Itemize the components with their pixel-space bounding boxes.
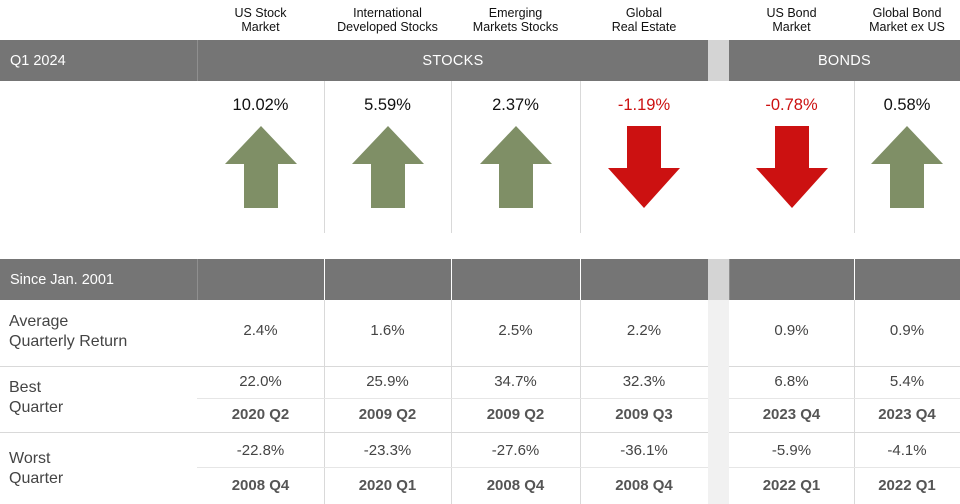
since-bar-cell (854, 259, 960, 300)
stocks-section-header: STOCKS (197, 40, 708, 81)
bonds-section-header: BONDS (729, 40, 960, 81)
column-separator (580, 300, 581, 504)
q1-return-value: 2.37% (492, 96, 539, 114)
up-arrow-icon (224, 126, 297, 208)
period-label-bar: Q1 2024 (0, 40, 197, 81)
best-quarter-period-cell: 2009 Q3 (615, 406, 673, 423)
average-return-cell: 1.6% (370, 322, 405, 339)
up-arrow-icon (479, 126, 552, 208)
row-divider-2 (0, 432, 708, 433)
column-header-line: US Stock (234, 6, 287, 20)
worst-quarter-value-cell: -27.6% (491, 442, 540, 459)
column-separator (324, 81, 325, 233)
since-bar-cell (197, 259, 324, 300)
best-quarter-period-cell: 2023 Q4 (878, 406, 936, 423)
worst-quarter-period-cell: 2022 Q1 (762, 477, 821, 494)
best-quarter-value-cell: 34.7% (494, 373, 537, 390)
average-return-cell: 2.5% (498, 322, 533, 339)
best-quarter-period-cell: 2020 Q2 (231, 406, 290, 423)
best-quarter-value-cell: 25.9% (366, 373, 409, 390)
column-separator (451, 81, 452, 233)
column-separator (580, 81, 581, 233)
column-header: International Developed Stocks (324, 6, 451, 40)
column-header-line: US Bond (766, 6, 817, 20)
since-bar-cell (580, 259, 708, 300)
section-gap-top (708, 40, 729, 81)
worst-quarter-period-cell: 2008 Q4 (486, 477, 545, 494)
period-label: Q1 2024 (10, 52, 66, 69)
average-row-label: Average Quarterly Return (9, 313, 128, 350)
q1-return-value: -0.78% (765, 96, 818, 114)
down-arrow-icon (608, 126, 680, 208)
since-bar-cell (729, 259, 854, 300)
column-header: US Stock Market (197, 6, 324, 40)
worst-row-label: Worst Quarter (9, 450, 64, 487)
q1-return-value: 10.02% (232, 96, 289, 114)
average-return-cell: 2.4% (243, 322, 278, 339)
worst-quarter-value-cell: -5.9% (771, 442, 812, 459)
worst-quarter-period-cell: 2008 Q4 (615, 477, 673, 494)
since-label-bar: Since Jan. 2001 (0, 259, 197, 300)
best-quarter-period-cell: 2009 Q2 (486, 406, 545, 423)
up-arrow-icon (351, 126, 424, 208)
best-inner-divider (197, 398, 708, 399)
column-separator (854, 81, 855, 233)
average-return-cell: 2.2% (626, 322, 662, 339)
worst-quarter-value-cell: -23.3% (363, 442, 412, 459)
worst-inner-divider (729, 467, 960, 468)
column-header-line: Market ex US (869, 20, 945, 34)
worst-quarter-period-cell: 2022 Q1 (878, 477, 936, 494)
best-quarter-value-cell: 6.8% (774, 373, 809, 390)
average-return-cell: 0.9% (889, 322, 925, 339)
best-inner-divider (729, 398, 960, 399)
best-quarter-value-cell: 22.0% (239, 373, 282, 390)
worst-quarter-value-cell: -36.1% (620, 442, 668, 459)
up-arrow-icon (871, 126, 943, 208)
column-header-line: International (353, 6, 422, 20)
column-header: US Bond Market (729, 6, 854, 40)
column-header-line: Markets Stocks (472, 20, 559, 34)
column-header-line: Developed Stocks (337, 20, 438, 34)
best-quarter-value-cell: 5.4% (889, 373, 925, 390)
worst-quarter-period-cell: 2008 Q4 (231, 477, 290, 494)
column-header: Emerging Markets Stocks (451, 6, 580, 40)
best-row-label: Best Quarter (9, 379, 64, 416)
column-header-line: Emerging (488, 6, 543, 20)
q1-return-value: 0.58% (883, 96, 931, 114)
worst-quarter-value-cell: -4.1% (887, 442, 927, 459)
best-quarter-period-cell: 2009 Q2 (358, 406, 417, 423)
column-header-line: Market (241, 20, 280, 34)
since-label: Since Jan. 2001 (10, 271, 114, 288)
column-separator (451, 300, 452, 504)
column-header-line: Market (772, 20, 811, 34)
since-bar-cell (324, 259, 451, 300)
section-gap-second (708, 259, 729, 300)
average-return-cell: 0.9% (774, 322, 809, 339)
best-quarter-value-cell: 32.3% (622, 373, 666, 390)
column-header-line: Global Bond (872, 6, 942, 20)
column-header: Global Bond Market ex US (854, 6, 960, 40)
worst-quarter-period-cell: 2020 Q1 (358, 477, 417, 494)
best-quarter-period-cell: 2023 Q4 (762, 406, 821, 423)
stocks-label: STOCKS (422, 52, 484, 69)
row-divider-1 (729, 366, 960, 367)
row-divider-1 (0, 366, 708, 367)
column-header-line: Global (625, 6, 663, 20)
down-arrow-icon (755, 126, 828, 208)
column-separator (854, 300, 855, 504)
since-bar-cell (451, 259, 580, 300)
row-divider-2 (729, 432, 960, 433)
worst-quarter-value-cell: -22.8% (236, 442, 285, 459)
column-separator (324, 300, 325, 504)
q1-return-value: -1.19% (617, 96, 671, 114)
section-gap-body (708, 300, 729, 504)
column-header-line: Real Estate (611, 20, 677, 34)
column-header: Global Real Estate (580, 6, 708, 40)
q1-return-value: 5.59% (364, 96, 411, 114)
bonds-label: BONDS (817, 52, 872, 69)
worst-inner-divider (197, 467, 708, 468)
